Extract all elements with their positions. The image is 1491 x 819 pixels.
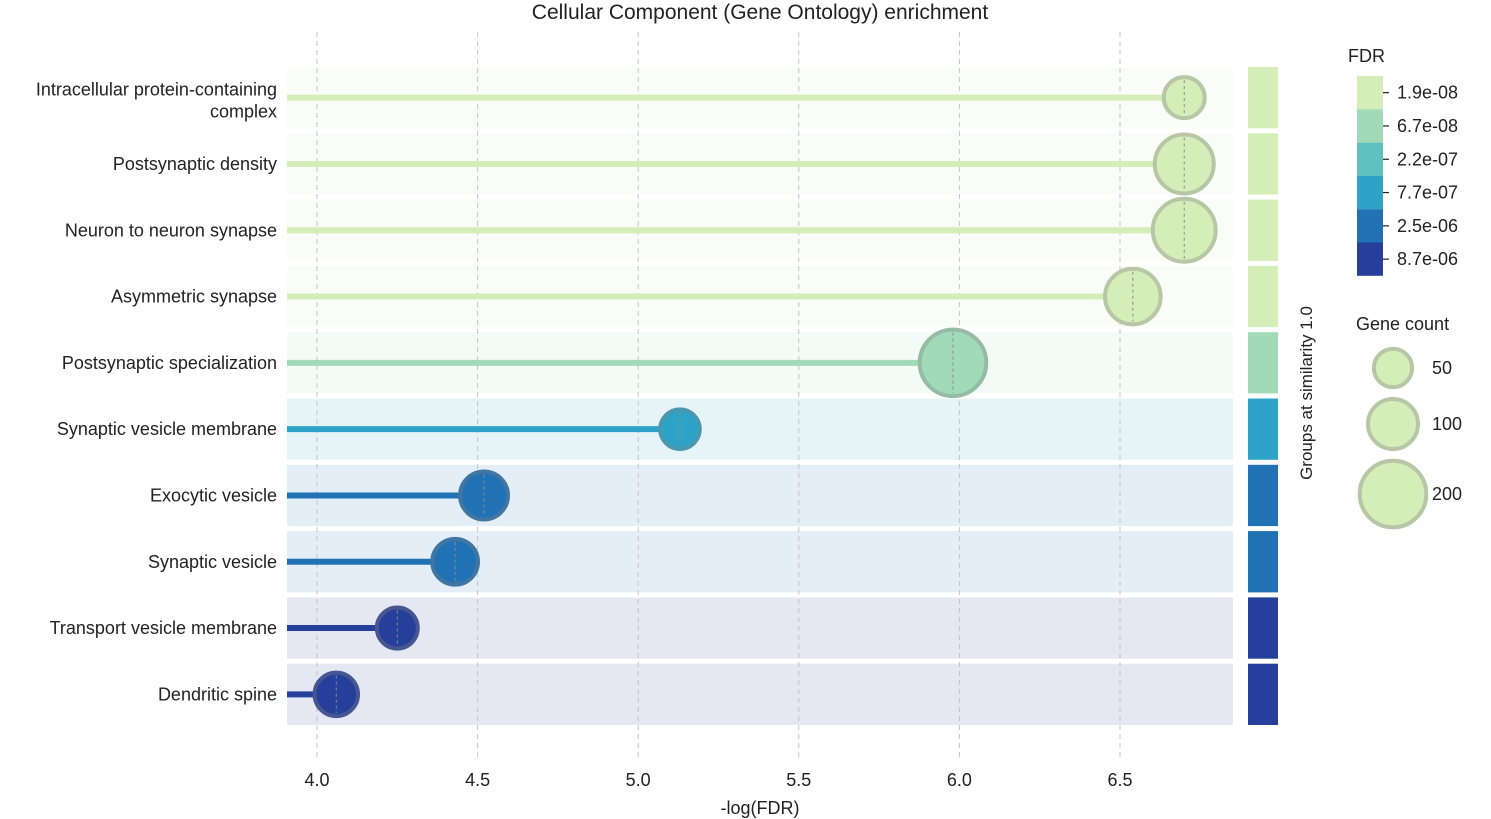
fdr-legend-swatch xyxy=(1357,242,1383,276)
fdr-legend-swatch xyxy=(1357,209,1383,243)
x-tick-label: 6.0 xyxy=(947,770,972,790)
x-axis: 4.0 4.5 5.0 5.5 6.0 6.5 xyxy=(304,770,1132,790)
fdr-legend-label: 2.5e-06 xyxy=(1397,216,1458,236)
fdr-legend-label: 1.9e-08 xyxy=(1397,83,1458,103)
category-label: Postsynaptic specialization xyxy=(62,353,277,373)
gene-count-legend-circle xyxy=(1371,346,1415,390)
group-cell xyxy=(1248,332,1278,394)
x-tick-label: 4.0 xyxy=(304,770,329,790)
gene-count-legend-circle xyxy=(1357,458,1429,530)
group-cell xyxy=(1248,663,1278,725)
lollipop-dot xyxy=(1161,75,1207,121)
x-axis-label: -log(FDR) xyxy=(721,798,800,818)
category-label: Dendritic spine xyxy=(158,684,277,704)
grid-lines xyxy=(316,32,1121,760)
chart-title: Cellular Component (Gene Ontology) enric… xyxy=(532,1,989,24)
x-tick-label: 4.5 xyxy=(465,770,490,790)
x-tick-label: 6.5 xyxy=(1107,770,1132,790)
fdr-legend-swatch xyxy=(1357,76,1383,110)
lollipop-dot xyxy=(374,605,420,651)
fdr-legend-title: FDR xyxy=(1348,46,1385,66)
category-label: Postsynaptic density xyxy=(113,154,277,174)
lollipop-dot xyxy=(658,407,702,451)
x-tick-label: 5.0 xyxy=(626,770,651,790)
fdr-legend-swatch xyxy=(1357,142,1383,176)
group-cell xyxy=(1248,67,1278,129)
group-strip xyxy=(1248,67,1278,725)
category-label: Asymmetric synapse xyxy=(111,287,277,307)
gene-count-legend-label: 50 xyxy=(1432,358,1452,378)
lollipop-marks xyxy=(287,75,1218,719)
category-label: Synaptic vesicle xyxy=(148,552,277,572)
fdr-legend-label: 7.7e-07 xyxy=(1397,183,1458,203)
category-label: Exocytic vesicle xyxy=(150,485,277,505)
group-cell xyxy=(1248,398,1278,460)
category-labels: Intracellular protein-containing complex P… xyxy=(36,80,277,705)
gene-count-legend: Gene count 50 100 200 xyxy=(1356,314,1462,530)
row-band xyxy=(287,597,1233,659)
group-strip-label: Groups at similarity 1.0 xyxy=(1297,306,1316,480)
row-band xyxy=(287,663,1233,725)
category-label: Synaptic vesicle membrane xyxy=(57,419,277,439)
fdr-legend-label: 6.7e-08 xyxy=(1397,116,1458,136)
fdr-legend-label: 8.7e-06 xyxy=(1397,249,1458,269)
category-label: Intracellular protein-containing complex xyxy=(36,80,277,122)
fdr-legend-label: 2.2e-07 xyxy=(1397,149,1458,169)
gene-count-legend-label: 200 xyxy=(1432,484,1462,504)
group-cell xyxy=(1248,199,1278,261)
group-cell xyxy=(1248,597,1278,659)
fdr-legend-swatch xyxy=(1357,109,1383,143)
fdr-legend-swatch xyxy=(1357,175,1383,210)
category-label: Neuron to neuron synapse xyxy=(65,220,277,240)
lollipop-dot xyxy=(1150,196,1218,264)
group-cell xyxy=(1248,133,1278,195)
x-tick-label: 5.5 xyxy=(786,770,811,790)
gene-count-legend-label: 100 xyxy=(1432,414,1462,434)
category-label: Transport vesicle membrane xyxy=(50,618,277,638)
fdr-legend: FDR 1.9e-08 6.7e-08 2.2e-07 7.7e-07 2.5e-06 8.… xyxy=(1348,46,1458,276)
gene-count-legend-circle xyxy=(1366,397,1420,451)
group-cell xyxy=(1248,464,1278,527)
group-cell xyxy=(1248,531,1278,593)
gene-count-legend-title: Gene count xyxy=(1356,314,1449,334)
group-cell xyxy=(1248,265,1278,328)
